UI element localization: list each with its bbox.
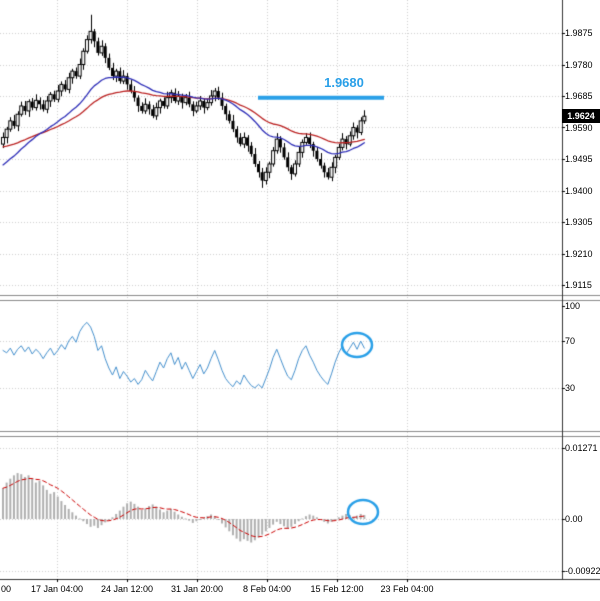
price-axis-label: 1.9400 (565, 185, 593, 196)
price-axis-label: 1.9115 (565, 280, 592, 290)
current-price-badge: 1.9624 (562, 109, 600, 123)
indicator-axis-label: 0.01271 (565, 442, 598, 453)
price-axis-label: 1.9590 (565, 122, 593, 133)
time-axis-label: 31 Jan 20:00 (170, 584, 224, 594)
price-axis-label: 1.9305 (565, 217, 593, 227)
time-axis-label: 17 Jan 04:00 (30, 584, 84, 594)
indicator-axis-label: 70 (565, 336, 576, 347)
time-axis-label: 23 Feb 04:00 (380, 584, 434, 594)
indicator-axis-label: 0.00 (565, 514, 583, 524)
price-axis-label: 1.9875 (565, 28, 593, 38)
time-axis-label: 00 (1, 584, 12, 594)
resistance-level-label[interactable]: 1.9680 (324, 75, 364, 90)
price-axis-label: 1.9685 (565, 91, 593, 101)
indicator-axis-label: -0.00922 (565, 565, 600, 576)
price-axis-label: 1.9780 (565, 59, 593, 70)
indicator-axis-label: 30 (565, 382, 576, 393)
time-axis-label: 24 Jan 12:00 (100, 584, 154, 594)
time-axis-label: 8 Feb 04:00 (242, 584, 292, 594)
price-axis-label: 1.9495 (565, 154, 593, 164)
time-axis-label: 15 Feb 12:00 (310, 584, 364, 594)
price-axis-label: 1.9210 (565, 248, 593, 259)
indicator-axis-label: 100 (565, 301, 581, 311)
